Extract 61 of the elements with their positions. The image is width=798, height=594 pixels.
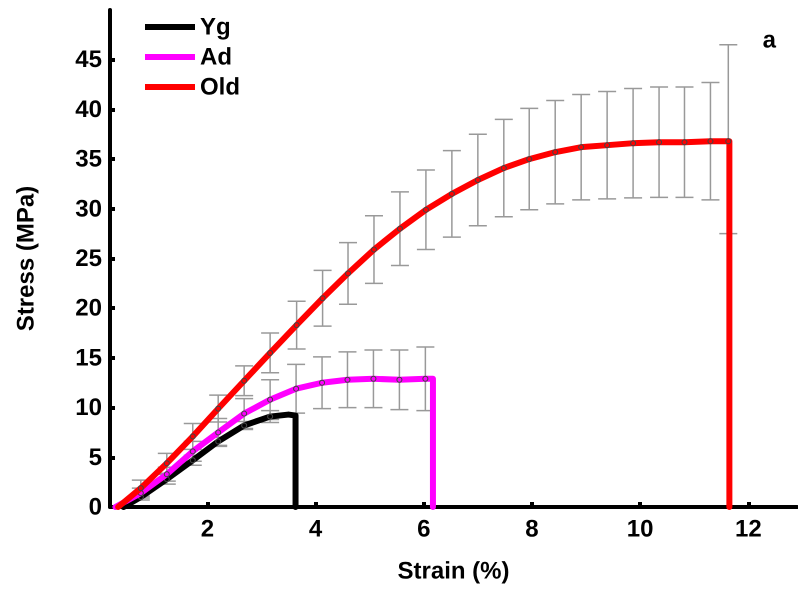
point bbox=[267, 414, 274, 420]
point bbox=[604, 142, 610, 148]
point bbox=[370, 376, 376, 382]
x-tick-label: 6 bbox=[417, 516, 430, 542]
y-tick-label: 15 bbox=[75, 344, 102, 372]
point bbox=[656, 139, 662, 146]
y-tick-label: 35 bbox=[75, 146, 102, 173]
point bbox=[344, 376, 350, 383]
point bbox=[215, 438, 222, 444]
point bbox=[294, 322, 300, 328]
point bbox=[630, 140, 636, 146]
legend-label: Old bbox=[200, 74, 240, 100]
y-tick-label: 25 bbox=[75, 245, 102, 272]
point bbox=[241, 422, 248, 428]
point bbox=[370, 246, 377, 253]
y-axis-title: Stress (MPa) bbox=[12, 186, 40, 332]
point bbox=[396, 226, 403, 232]
point bbox=[320, 295, 326, 302]
y-tick-label: 40 bbox=[75, 96, 102, 123]
point bbox=[448, 190, 455, 197]
point bbox=[345, 270, 352, 276]
point bbox=[164, 460, 170, 466]
point bbox=[681, 139, 688, 146]
y-tick-label: 30 bbox=[75, 195, 102, 222]
legend-label: Yg bbox=[200, 14, 231, 40]
point bbox=[500, 165, 507, 172]
point bbox=[396, 376, 402, 383]
y-tick-label: 5 bbox=[88, 444, 102, 471]
point bbox=[319, 380, 326, 386]
legend-label: Ad bbox=[200, 44, 232, 70]
point bbox=[267, 350, 274, 356]
point bbox=[215, 429, 222, 436]
y-tick-label: 45 bbox=[75, 46, 102, 74]
annotation: a bbox=[762, 26, 777, 54]
x-tick-label: 12 bbox=[734, 516, 762, 542]
x-tick-label: 10 bbox=[626, 516, 654, 542]
point bbox=[241, 378, 248, 384]
point bbox=[164, 471, 170, 478]
x-tick-label: 2 bbox=[200, 516, 214, 542]
point bbox=[422, 206, 429, 213]
point bbox=[267, 396, 274, 403]
point bbox=[190, 457, 196, 464]
x-tick-label: 8 bbox=[525, 516, 539, 542]
point bbox=[578, 144, 584, 150]
x-tick-label: 4 bbox=[308, 516, 323, 542]
x-axis-title: Strain (%) bbox=[397, 558, 510, 584]
point bbox=[190, 448, 196, 454]
point bbox=[241, 410, 248, 417]
point bbox=[526, 156, 532, 162]
point bbox=[215, 406, 222, 412]
point bbox=[474, 176, 481, 183]
point bbox=[190, 433, 196, 440]
point bbox=[725, 138, 732, 144]
y-tick-label: 20 bbox=[75, 294, 102, 322]
point bbox=[293, 386, 300, 392]
point bbox=[138, 485, 144, 492]
y-tick-label: 0 bbox=[88, 494, 102, 520]
point bbox=[707, 138, 714, 144]
y-tick-label: 10 bbox=[75, 394, 102, 422]
point bbox=[422, 376, 428, 382]
point bbox=[552, 149, 558, 156]
